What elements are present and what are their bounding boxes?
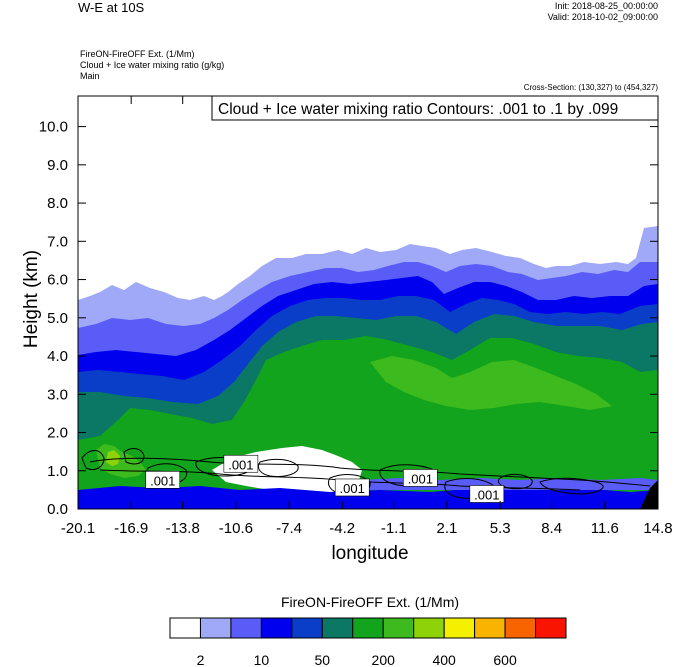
- x-tick-label: -10.6: [219, 520, 253, 537]
- x-tick-label: -20.1: [61, 520, 95, 537]
- cross-section-label: Cross-Section: (130,327) to (454,327): [523, 83, 658, 92]
- colorbar-swatch: [230, 617, 262, 639]
- x-tick-label: -13.8: [166, 520, 200, 537]
- colorbar-label: 10: [254, 652, 270, 667]
- colorbar-swatch: [535, 617, 567, 639]
- colorbar-swatch: [199, 617, 232, 639]
- contour-label-box: [403, 469, 438, 487]
- contour-label-box: [145, 471, 181, 489]
- surface-band: [78, 486, 658, 509]
- x-tick-label: -16.9: [114, 520, 148, 537]
- shade-level-8: [106, 450, 120, 466]
- x-tick-label: -1.1: [381, 520, 407, 537]
- x-tick-label: 14.8: [643, 520, 672, 537]
- colorbar-swatch: [291, 617, 323, 639]
- x-tick-label: 11.6: [591, 520, 619, 537]
- surface-black: [640, 480, 658, 509]
- contour-info-frame: [211, 95, 659, 121]
- y-tick-label: 7.0: [47, 233, 68, 250]
- y-tick-label: 10.0: [39, 119, 68, 136]
- colorbar-swatch: [504, 617, 537, 639]
- x-tick-label: 5.3: [490, 520, 511, 537]
- y-tick-label: 5.0: [47, 310, 68, 327]
- y-tick-label: 1.0: [47, 463, 68, 480]
- plot-title: W-E at 10S: [78, 0, 145, 15]
- colorbar-label: 2: [197, 652, 205, 667]
- contour-label: .001: [340, 481, 365, 496]
- colorbar-swatch: [321, 617, 354, 639]
- colorbar-swatch: [443, 617, 476, 639]
- x-tick-label: 8.4: [541, 520, 562, 537]
- colorbar-swatch: [382, 617, 415, 639]
- colorbar-swatch: [169, 617, 201, 639]
- x-axis-label: longitude: [331, 543, 409, 564]
- colorbar: 2 10 50 200 400 600: [169, 617, 567, 667]
- contour-info-box: Cloud + Ice water mixing ratio Contours:…: [211, 95, 659, 121]
- y-tick-label: 8.0: [47, 195, 68, 212]
- contour-label-box: [223, 454, 259, 473]
- y-tick-label: 0.0: [47, 501, 68, 518]
- colorbar-label: 600: [493, 652, 517, 667]
- axes-layer: -20.1 -16.9 -13.8 -10.6 -7.4 -4.2 -1.1 2.1 5.3 8.…: [39, 96, 673, 537]
- y-tick-label: 2.0: [47, 425, 68, 442]
- y-tick-label: 9.0: [47, 157, 68, 174]
- colorbar-swatch: [260, 617, 293, 639]
- x-tick-label: -7.4: [276, 520, 302, 537]
- colorbar-label: 200: [372, 652, 396, 667]
- colorbar-label: 50: [315, 652, 331, 667]
- contour-label: .001: [150, 473, 175, 488]
- colorbar-swatch: [413, 617, 445, 639]
- y-tick-label: 4.0: [47, 348, 68, 365]
- contour-info-text: Cloud + Ice water mixing ratio Contours:…: [218, 101, 618, 118]
- y-tick-label: 6.0: [47, 272, 68, 289]
- x-tick-label: 2.1: [437, 520, 458, 537]
- contour-label: .001: [228, 457, 253, 472]
- colorbar-swatch: [474, 617, 506, 639]
- init-time: Init: 2018-08-25_00:00:00: [554, 1, 658, 11]
- field-line-3: Main: [80, 71, 100, 81]
- colorbar-label: 400: [432, 652, 456, 667]
- shaded-field: [78, 96, 658, 509]
- contour-label: .001: [474, 487, 499, 502]
- field-line-2: Cloud + Ice water mixing ratio (g/kg): [80, 60, 225, 70]
- y-tick-label: 3.0: [47, 386, 68, 403]
- contour-label-layer: .001 .001 .001 .001 .001: [145, 454, 505, 503]
- shade-level-7a: [370, 356, 612, 410]
- contour-label-box: [469, 485, 505, 503]
- contour-label-box: [334, 478, 370, 497]
- x-tick-label: -4.2: [329, 520, 355, 537]
- colorbar-title: FireON-FireOFF Ext. (1/Mm): [280, 594, 460, 610]
- colorbar-swatch: [352, 617, 384, 639]
- contour-label: .001: [408, 471, 433, 486]
- valid-time: Valid: 2018-10-02_09:00:00: [547, 12, 658, 22]
- field-line-1: FireON-FireOFF Ext. (1/Mm): [80, 49, 195, 59]
